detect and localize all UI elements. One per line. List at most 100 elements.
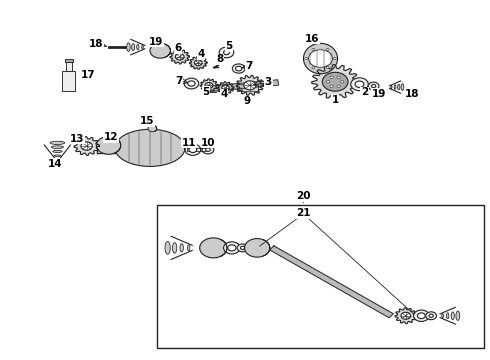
- Circle shape: [222, 85, 229, 91]
- Text: 2: 2: [361, 87, 368, 98]
- Text: 3: 3: [265, 77, 272, 87]
- Circle shape: [326, 81, 330, 83]
- Circle shape: [371, 85, 376, 87]
- Circle shape: [175, 54, 184, 60]
- Text: 19: 19: [372, 89, 386, 99]
- Circle shape: [81, 142, 92, 150]
- Text: 12: 12: [104, 132, 118, 142]
- Text: 11: 11: [182, 138, 196, 148]
- Text: 8: 8: [216, 54, 223, 64]
- Polygon shape: [74, 137, 99, 156]
- Ellipse shape: [180, 244, 183, 252]
- Bar: [62, 71, 75, 91]
- Circle shape: [351, 78, 368, 91]
- Circle shape: [337, 85, 340, 87]
- Text: 6: 6: [174, 43, 181, 53]
- Polygon shape: [208, 80, 279, 91]
- Text: 21: 21: [296, 208, 311, 218]
- Polygon shape: [270, 246, 393, 318]
- Circle shape: [148, 125, 157, 132]
- Circle shape: [341, 81, 344, 83]
- Ellipse shape: [54, 155, 61, 157]
- Ellipse shape: [165, 242, 170, 254]
- Text: 7: 7: [245, 62, 252, 71]
- Circle shape: [309, 50, 332, 67]
- Text: 10: 10: [201, 138, 216, 148]
- Ellipse shape: [456, 311, 460, 320]
- Polygon shape: [395, 308, 416, 324]
- Ellipse shape: [51, 146, 63, 148]
- Circle shape: [237, 244, 248, 252]
- Ellipse shape: [446, 313, 449, 319]
- Circle shape: [355, 81, 364, 87]
- Circle shape: [330, 76, 333, 78]
- Circle shape: [244, 81, 256, 90]
- Ellipse shape: [115, 129, 185, 166]
- Ellipse shape: [132, 44, 135, 51]
- Ellipse shape: [142, 45, 143, 49]
- Circle shape: [202, 145, 214, 154]
- Circle shape: [228, 245, 236, 251]
- Polygon shape: [236, 75, 264, 95]
- Polygon shape: [217, 82, 234, 94]
- Circle shape: [414, 310, 429, 321]
- Text: 18: 18: [404, 89, 419, 99]
- Text: 15: 15: [140, 116, 155, 126]
- Circle shape: [232, 64, 245, 73]
- Polygon shape: [187, 148, 206, 152]
- Ellipse shape: [397, 84, 400, 90]
- Circle shape: [312, 49, 315, 50]
- Bar: [157, 205, 484, 348]
- Circle shape: [223, 50, 229, 55]
- Text: 17: 17: [81, 70, 96, 80]
- Ellipse shape: [442, 314, 443, 318]
- Text: 5: 5: [225, 41, 233, 51]
- Circle shape: [206, 148, 210, 151]
- Circle shape: [322, 72, 348, 91]
- Text: 20: 20: [296, 191, 311, 201]
- Circle shape: [185, 144, 201, 156]
- Bar: [66, 62, 72, 71]
- Ellipse shape: [127, 43, 130, 51]
- Circle shape: [429, 314, 433, 317]
- Ellipse shape: [391, 86, 392, 89]
- Ellipse shape: [451, 312, 454, 320]
- Text: 1: 1: [332, 95, 339, 105]
- Circle shape: [189, 147, 197, 153]
- Circle shape: [305, 58, 308, 59]
- Text: 4: 4: [197, 49, 205, 59]
- Circle shape: [326, 67, 329, 69]
- Text: 14: 14: [48, 159, 62, 169]
- Circle shape: [401, 312, 411, 319]
- Circle shape: [97, 136, 121, 154]
- Text: 9: 9: [244, 96, 251, 107]
- Text: 19: 19: [149, 37, 164, 47]
- Text: 18: 18: [89, 39, 104, 49]
- Circle shape: [312, 67, 315, 69]
- Circle shape: [326, 49, 329, 50]
- Circle shape: [324, 74, 345, 90]
- Bar: [65, 59, 73, 62]
- Ellipse shape: [188, 245, 190, 251]
- Polygon shape: [190, 57, 207, 69]
- Circle shape: [223, 242, 240, 254]
- Circle shape: [219, 47, 234, 58]
- Circle shape: [337, 76, 340, 78]
- Circle shape: [368, 82, 379, 90]
- Polygon shape: [312, 64, 359, 99]
- Text: 13: 13: [70, 134, 84, 144]
- Circle shape: [194, 60, 202, 66]
- Polygon shape: [200, 79, 218, 92]
- Ellipse shape: [53, 150, 62, 152]
- Text: 4: 4: [220, 89, 228, 99]
- Ellipse shape: [50, 141, 65, 144]
- Circle shape: [184, 78, 199, 89]
- Text: 16: 16: [305, 33, 319, 44]
- Text: 5: 5: [202, 87, 210, 97]
- Ellipse shape: [137, 44, 139, 50]
- Ellipse shape: [401, 84, 404, 90]
- Text: 7: 7: [175, 76, 183, 86]
- Circle shape: [417, 313, 425, 319]
- Circle shape: [150, 43, 171, 58]
- Circle shape: [330, 85, 333, 87]
